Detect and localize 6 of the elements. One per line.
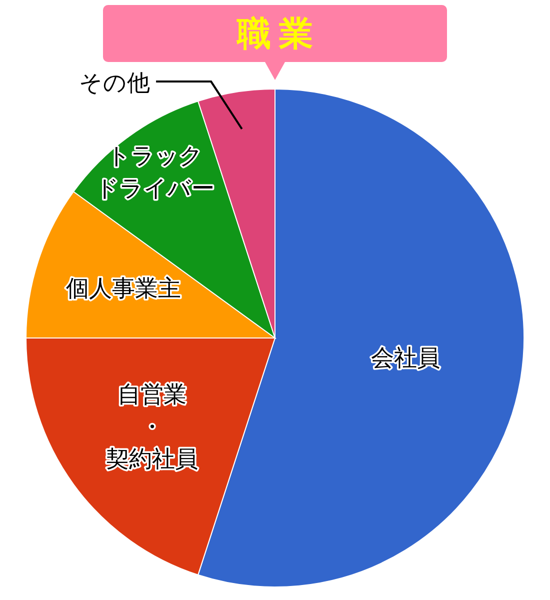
slice-label: その他 — [79, 70, 150, 97]
slice-label: 個人事業主 — [66, 276, 181, 302]
slice-label: 自営業・契約社員 — [106, 382, 198, 472]
chart-title: 職業 — [236, 14, 321, 54]
slice-label: トラックドライバー — [95, 144, 214, 202]
slice-label: 会社員 — [370, 346, 440, 372]
